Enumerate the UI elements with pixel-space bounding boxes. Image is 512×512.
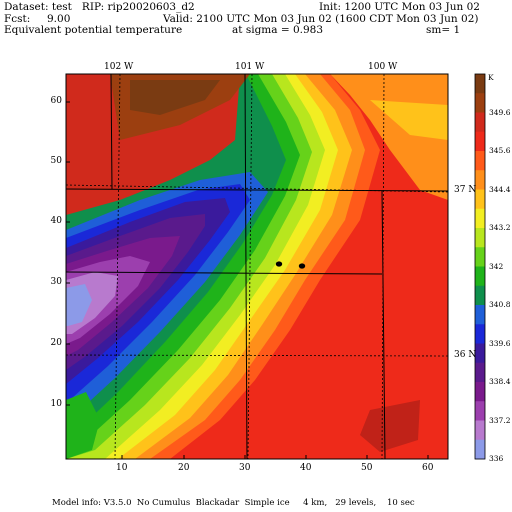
colorbar-swatch [475, 74, 485, 94]
x-tick-30: 30 [239, 463, 251, 473]
colorbar-swatch [475, 362, 485, 383]
colorbar [474, 73, 486, 460]
colorbar-swatch [475, 382, 485, 402]
colorbar-swatch [475, 401, 485, 421]
latlon-grid [65, 73, 449, 460]
sm-label: sm= 1 [426, 24, 461, 36]
colorbar-swatch [475, 285, 485, 306]
colorbar-frame [474, 73, 486, 460]
model-info: Model info: V3.5.0 No Cumulus Blackadar … [52, 498, 415, 508]
colorbar-swatch [475, 343, 485, 364]
colorbar-swatch [475, 228, 485, 248]
colorbar-label: 339.6 [489, 338, 511, 348]
colorbar-label: 338.4 [489, 377, 511, 386]
init-label: Init: 1200 UTC Mon 03 Jun 02 [319, 1, 480, 13]
theta-e-field [66, 74, 448, 459]
plot-frame [65, 73, 449, 460]
y-tick-50: 50 [50, 156, 62, 166]
colorbar-swatch [475, 324, 485, 344]
colorbar-swatch [475, 439, 485, 460]
dataset-label: Dataset: test RIP: rip20020603_d2 [4, 1, 195, 13]
x-tick-60: 60 [422, 463, 434, 473]
colorbar-swatch [475, 247, 485, 267]
lon-label-102w: 102 W [104, 62, 134, 72]
colorbar-swatch [475, 151, 485, 171]
x-tick-20: 20 [178, 463, 190, 473]
x-tick-40: 40 [300, 463, 312, 473]
colorbar-swatch [475, 93, 485, 113]
colorbar-unit: K [488, 73, 494, 82]
political-boundaries [65, 73, 449, 460]
colorbar-label: 344.4 [489, 184, 511, 194]
valid-label: Valid: 2100 UTC Mon 03 Jun 02 (1600 CDT … [163, 13, 479, 25]
lon-label-101w: 101 W [235, 62, 265, 72]
colorbar-label: 345.6 [489, 146, 511, 155]
x-tick-50: 50 [361, 463, 373, 473]
colorbar-label: 342 [489, 261, 504, 271]
colorbar-label: 343.2 [489, 223, 511, 232]
colorbar-swatch [475, 305, 485, 325]
field-label: Equivalent potential temperature [4, 24, 183, 36]
colorbar-swatch [475, 266, 485, 287]
colorbar-swatch [475, 112, 485, 133]
x-tick-10: 10 [116, 463, 128, 473]
axis-ticks [66, 101, 429, 459]
colorbar-swatch [475, 208, 485, 229]
station-markers [275, 261, 306, 269]
lat-label-36n: 36 N [454, 350, 477, 360]
y-tick-30: 30 [50, 277, 62, 287]
colorbar-label: 337.2 [489, 415, 511, 425]
lon-label-100w: 100 W [368, 62, 398, 72]
fcst-label: Fcst: 9.00 [4, 13, 71, 25]
colorbar-label: 336 [489, 454, 504, 463]
y-tick-60: 60 [50, 96, 62, 106]
y-tick-10: 10 [50, 399, 62, 409]
colorbar-label: 340.8 [489, 300, 511, 309]
lat-label-37n: 37 N [454, 185, 477, 195]
colorbar-swatch [475, 170, 485, 190]
sigma-label: at sigma = 0.983 [232, 24, 324, 36]
colorbar-swatch [475, 189, 485, 210]
colorbar-swatch [475, 420, 485, 441]
y-tick-20: 20 [50, 338, 62, 348]
colorbar-swatch [475, 131, 485, 152]
y-tick-40: 40 [50, 216, 62, 226]
colorbar-label: 349.6 [489, 107, 511, 117]
